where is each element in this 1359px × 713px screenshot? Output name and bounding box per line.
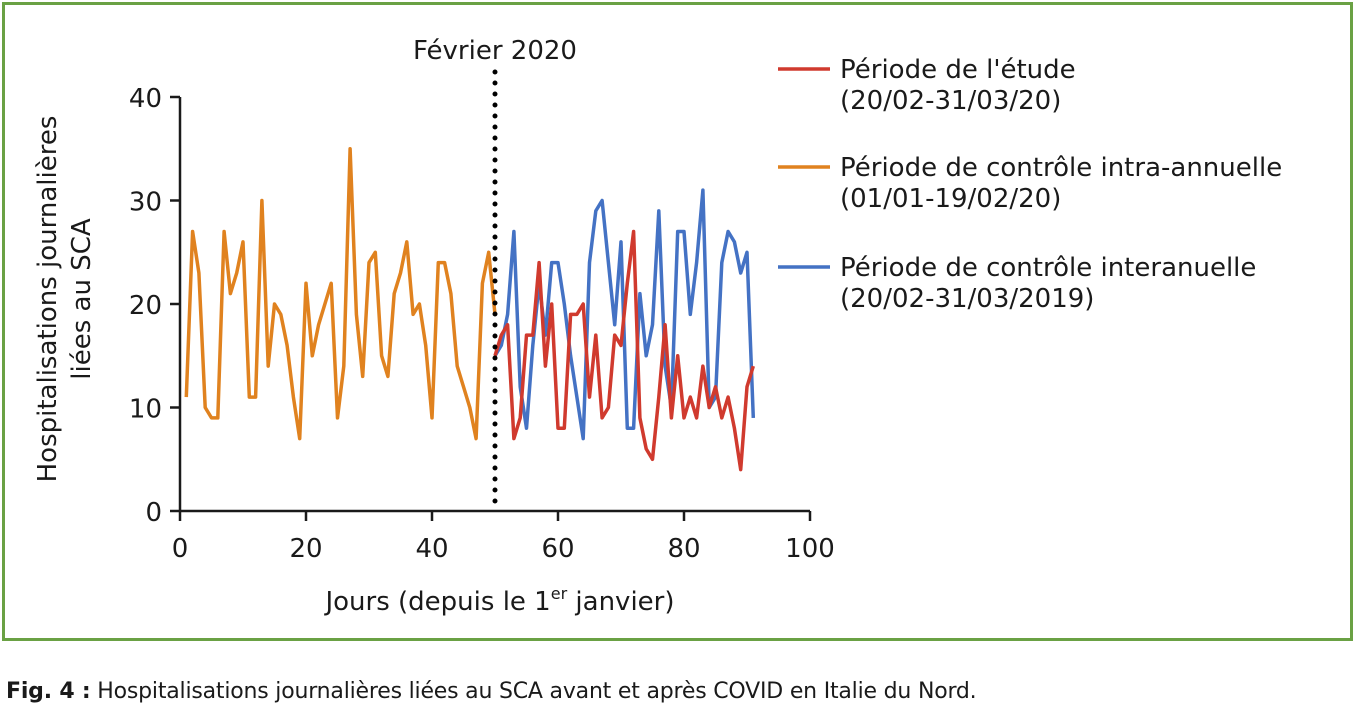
series-line-etude	[493, 229, 755, 472]
figure-caption: Fig. 4 : Hospitalisations journalières l…	[6, 679, 977, 704]
annotation-layer: Février 2020	[413, 36, 577, 514]
x-tick-label: 0	[172, 534, 189, 564]
y-tick-label: 20	[129, 291, 162, 321]
y-tick-label: 30	[129, 188, 162, 218]
x-tick-label: 40	[415, 534, 448, 564]
legend-item-etude: Période de l'étude(20/02-31/03/20)	[778, 55, 1076, 116]
legend-label-line1: Période de contrôle interanuelle	[840, 253, 1256, 283]
series-line-intra-annuelle	[184, 147, 497, 441]
legend-label-line1: Période de l'étude	[840, 55, 1076, 85]
x-tick-label: 100	[785, 534, 835, 564]
y-axis-label-line2: liées au SCA	[67, 218, 97, 380]
x-tick-label: 80	[667, 534, 700, 564]
fevrier-2020-label: Février 2020	[413, 36, 577, 66]
axes: 0 10 20 30 40 0 20 40 60 80 100	[129, 84, 835, 564]
y-tick-label: 40	[129, 84, 162, 114]
y-tick-label: 0	[145, 498, 162, 528]
legend-label-line2: (01/01-19/02/20)	[840, 184, 1061, 214]
y-axis-label-line1: Hospitalisations journalières	[33, 116, 63, 483]
y-tick-label: 10	[129, 395, 162, 425]
x-tick-label: 60	[541, 534, 574, 564]
legend-label-line2: (20/02-31/03/2019)	[840, 284, 1094, 314]
caption-label: Fig. 4 :	[6, 679, 91, 704]
x-axis-label: Jours (depuis le 1er janvier)	[323, 584, 674, 617]
legend-label-line1: Période de contrôle intra-annuelle	[840, 153, 1282, 183]
legend-item-interanuelle: Période de contrôle interanuelle(20/02-3…	[778, 253, 1256, 314]
x-tick-label: 20	[289, 534, 322, 564]
axis-labels: Jours (depuis le 1er janvier) Hospitalis…	[33, 116, 675, 617]
caption-text: Hospitalisations journalières liées au S…	[97, 679, 977, 704]
figure-frame	[2, 2, 1353, 641]
series-layer	[184, 147, 756, 472]
legend: Période de l'étude(20/02-31/03/20)Périod…	[778, 55, 1282, 314]
legend-item-intra-annuelle: Période de contrôle intra-annuelle(01/01…	[778, 153, 1282, 214]
legend-label-line2: (20/02-31/03/20)	[840, 86, 1061, 116]
